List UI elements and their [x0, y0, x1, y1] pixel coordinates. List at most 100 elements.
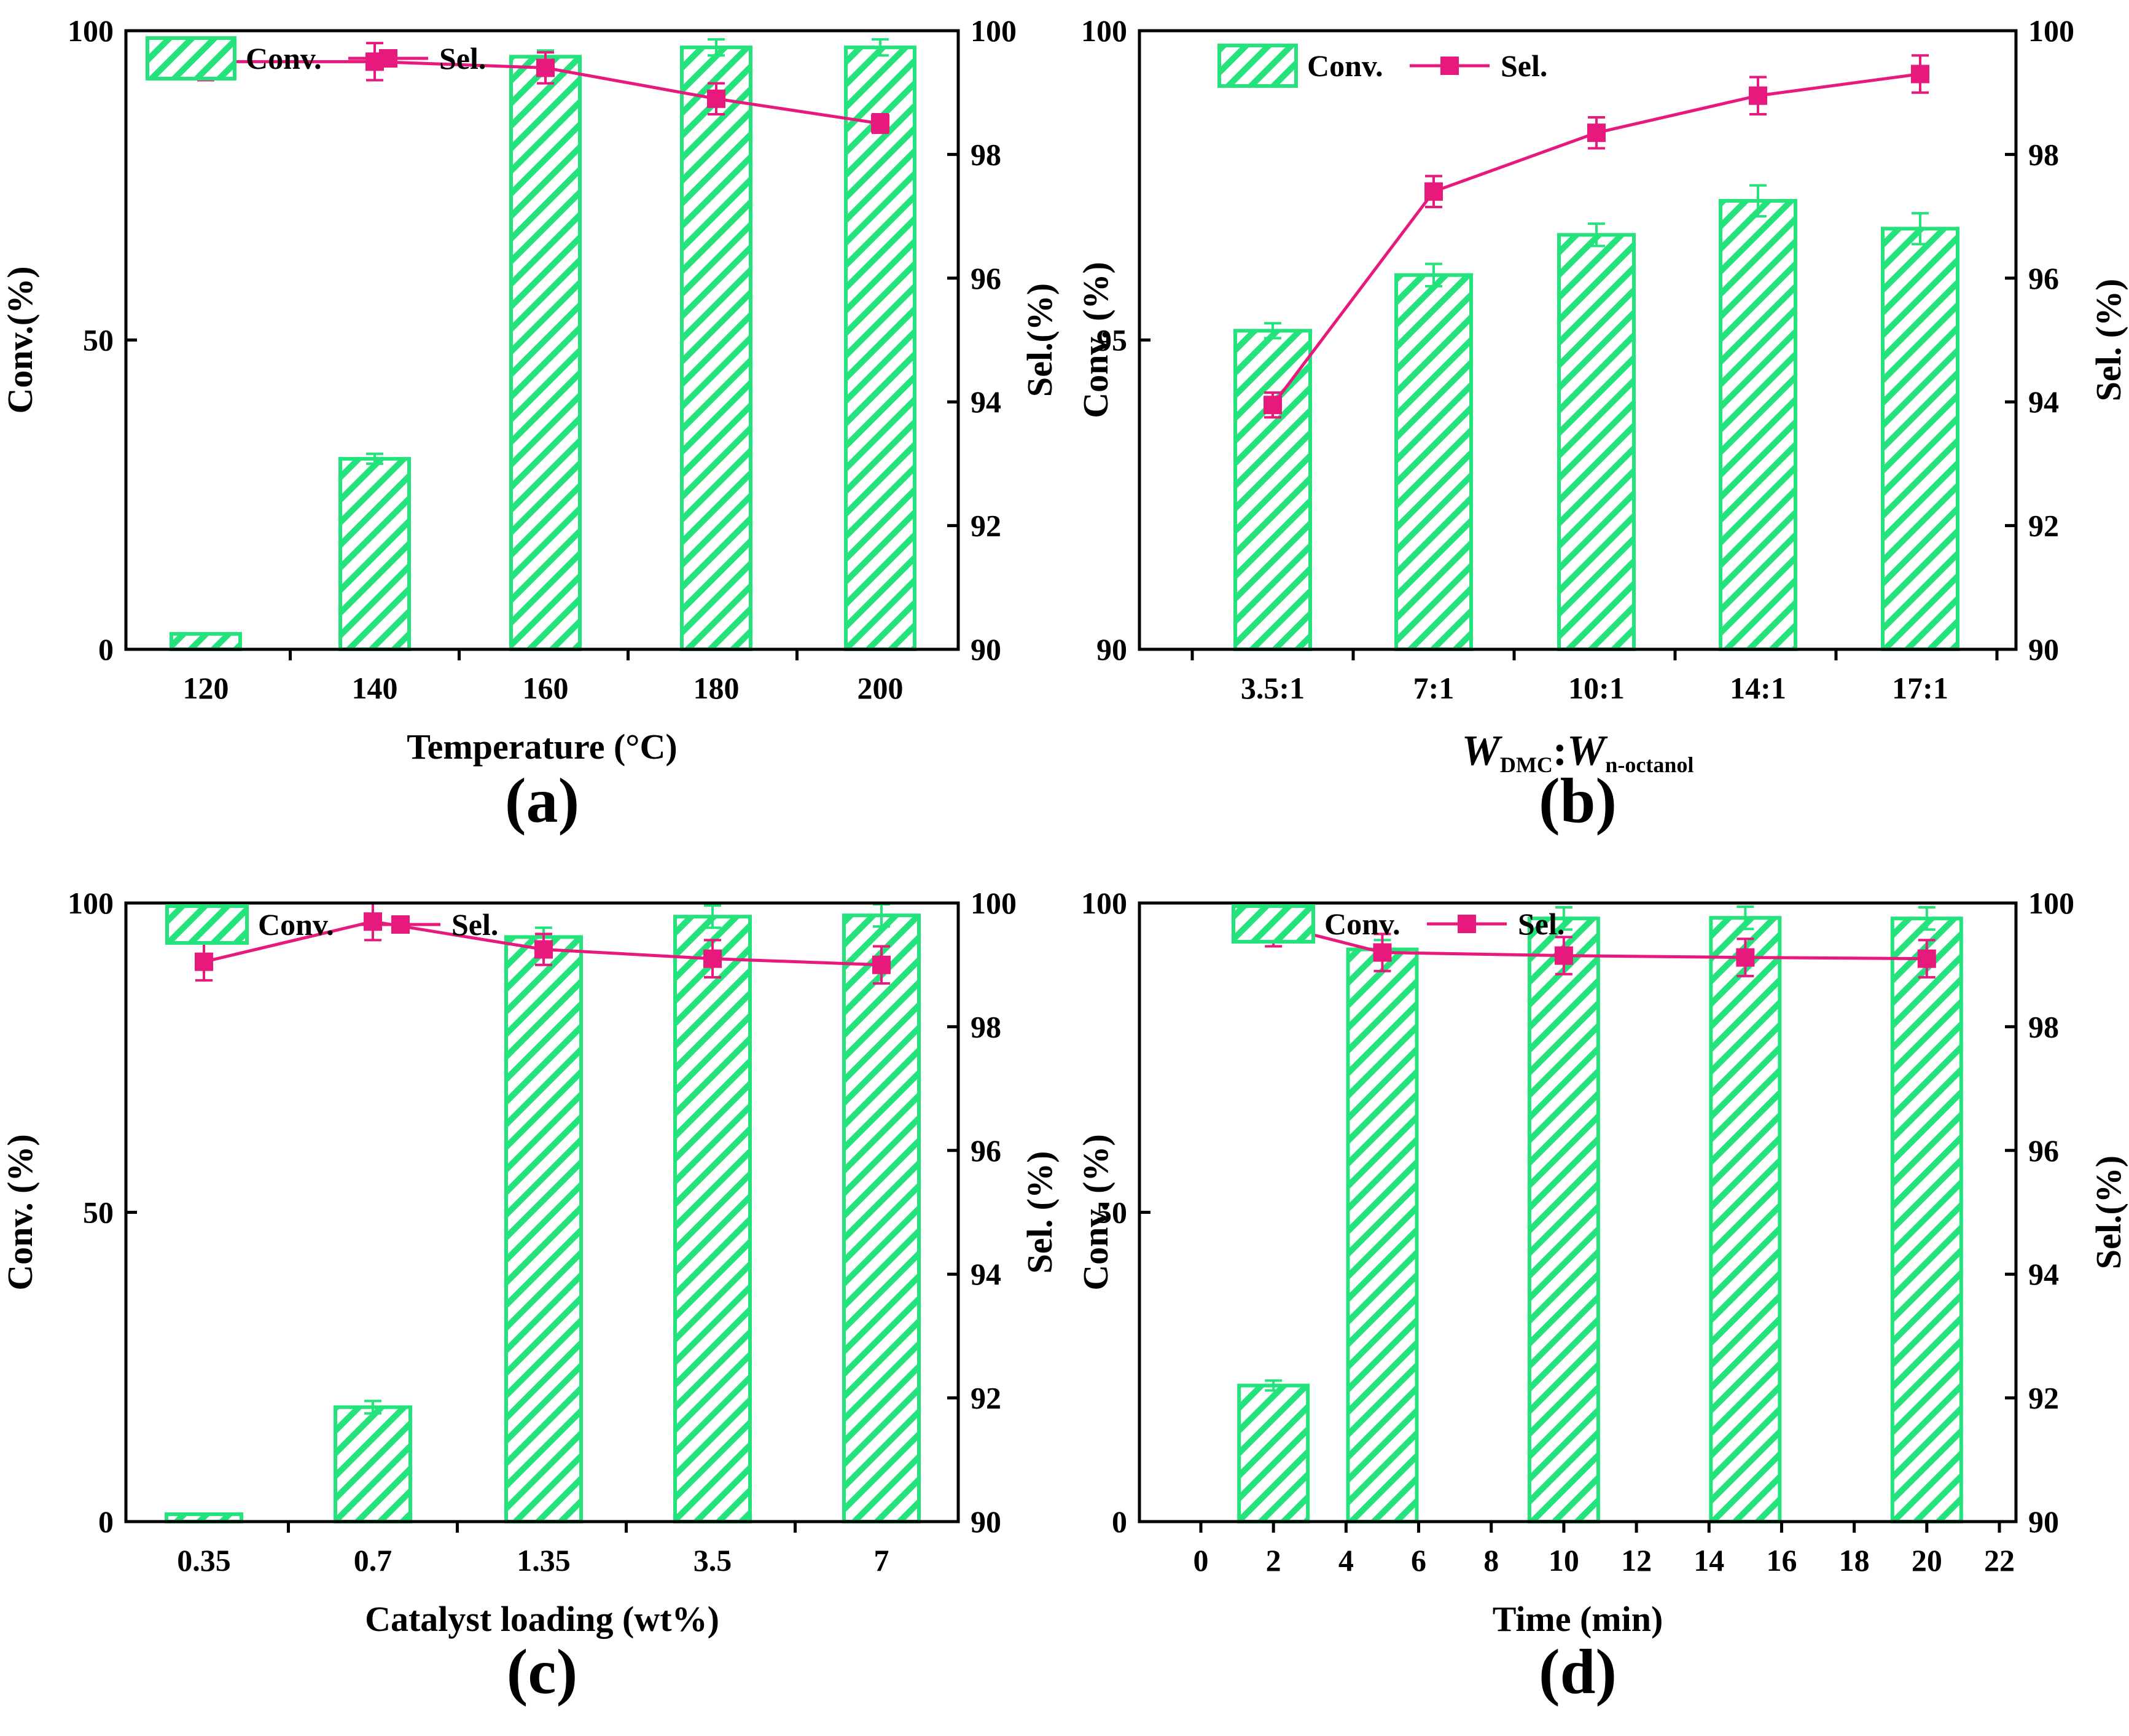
conv-error-bar — [366, 452, 383, 465]
conv-bar — [509, 55, 582, 651]
conv-error-bar — [1555, 906, 1572, 931]
legend-conv-swatch — [165, 904, 249, 945]
y-left-axis-label: Conv. (%) — [0, 1134, 40, 1291]
conv-bar — [1890, 917, 1963, 1524]
y-right-tick-label: 90 — [971, 632, 1001, 667]
y-right-axis-label: Sel. (%) — [2088, 279, 2128, 402]
sel-point — [1373, 943, 1392, 962]
x-tick-label: 10 — [1549, 1543, 1579, 1578]
y-left-tick-label: 100 — [1081, 14, 1127, 48]
y-left-tick-label: 100 — [68, 14, 114, 48]
y-left-tick-label: 100 — [68, 886, 114, 920]
sel-point — [195, 952, 213, 971]
conv-error-bar — [708, 38, 725, 57]
chart-panel-3: 0 50 100 90 92 94 96 98 100 0.35 0.7 1.35 3.5 7 Cataly… — [0, 886, 1060, 1707]
legend-sel-label: Sel. — [451, 907, 498, 942]
y-right-tick-label: 92 — [971, 1381, 1001, 1415]
y-right-tick-label: 90 — [2028, 1504, 2059, 1539]
y-right-axis-label: Sel.(%) — [1020, 283, 1060, 397]
sel-point — [1911, 65, 1929, 84]
x-tick-label: 3.5:1 — [1241, 671, 1305, 705]
legend-sel-marker — [1440, 57, 1459, 75]
panel-label: (b) — [1539, 765, 1617, 836]
conv-bar — [334, 1405, 412, 1524]
y-right-tick-label: 94 — [2028, 385, 2059, 419]
x-tick-label: 120 — [183, 671, 229, 705]
sel-point — [536, 58, 555, 77]
x-tick-label: 8 — [1483, 1543, 1499, 1578]
y-left-axis-label: Conv. (%) — [1076, 1134, 1115, 1291]
conv-bar — [1719, 198, 1797, 651]
x-tick-label: 16 — [1766, 1543, 1797, 1578]
x-tick-label: 18 — [1839, 1543, 1870, 1578]
conv-error-bar — [1918, 906, 1936, 931]
x-tick-label: 0.35 — [177, 1543, 231, 1578]
chart-panel-2: 90 95 100 90 92 94 96 98 100 3.5:1 7:1 10:1 14:1 17:1… — [1076, 14, 2128, 836]
chart-panel-4: 0 50 100 90 92 94 96 98 100 0 2 4 6 8 10 12 14 16 18 20 22 Ti… — [1076, 886, 2128, 1707]
conv-bar — [1237, 1383, 1310, 1523]
conv-bar — [1881, 227, 1959, 651]
panel-label: (d) — [1539, 1636, 1617, 1707]
legend-sel-marker — [1458, 915, 1476, 933]
x-tick-label: 20 — [1912, 1543, 1942, 1578]
sel-point — [1749, 86, 1767, 105]
sel-point — [1736, 948, 1755, 967]
sel-point — [364, 912, 382, 931]
conv-bar — [842, 913, 921, 1523]
conv-bar — [1233, 329, 1312, 651]
sel-point — [871, 114, 889, 133]
sel-point — [872, 955, 891, 974]
x-tick-label: 14 — [1693, 1543, 1724, 1578]
conv-bar — [844, 45, 916, 651]
x-tick-label: 22 — [1984, 1543, 2015, 1578]
conv-error-bar — [872, 38, 889, 57]
x-axis-label: Catalyst loading (wt%) — [365, 1599, 719, 1639]
y-right-tick-label: 96 — [2028, 261, 2059, 295]
conv-bar — [1394, 273, 1473, 651]
legend: Conv. Sel. — [146, 36, 486, 80]
conv-error-bar — [364, 1399, 381, 1415]
x-tick-label: 180 — [693, 671, 740, 705]
x-tick-label: 12 — [1621, 1543, 1652, 1578]
y-right-tick-label: 98 — [971, 1009, 1001, 1044]
y-right-tick-label: 96 — [971, 1133, 1001, 1168]
x-tick-label: 17:1 — [1892, 671, 1948, 705]
panel-label: (c) — [507, 1636, 577, 1707]
y-left-tick-label: 95 — [1096, 323, 1127, 358]
y-right-tick-label: 94 — [971, 385, 1001, 419]
x-tick-label: 7:1 — [1413, 671, 1455, 705]
x-tick-label: 0 — [1193, 1543, 1209, 1578]
y-right-tick-label: 100 — [971, 886, 1017, 920]
conv-bar — [680, 45, 752, 651]
legend-sel-label: Sel. — [1501, 49, 1547, 83]
sel-point — [703, 949, 722, 968]
x-tick-label: 200 — [857, 671, 904, 705]
conv-bar — [1527, 917, 1600, 1524]
y-right-tick-label: 90 — [2028, 632, 2059, 667]
conv-bar — [1557, 233, 1636, 651]
conv-error-bar — [704, 904, 721, 929]
y-left-tick-label: 90 — [1096, 632, 1127, 667]
legend-conv-label: Conv. — [1307, 49, 1383, 83]
y-right-tick-label: 92 — [2028, 1381, 2059, 1415]
legend-sel-label: Sel. — [1518, 907, 1565, 941]
conv-bar — [504, 935, 583, 1523]
y-right-tick-label: 100 — [971, 14, 1017, 48]
legend-conv-swatch — [146, 36, 236, 80]
conv-error-bar — [1736, 905, 1754, 931]
legend: Conv. Sel. — [165, 904, 498, 945]
x-axis-label: Time (min) — [1493, 1599, 1663, 1639]
x-axis-label: Temperature (°C) — [407, 727, 677, 767]
x-tick-label: 0.7 — [354, 1543, 393, 1578]
legend-conv-label: Conv. — [246, 41, 322, 76]
y-right-axis-label: Sel.(%) — [2088, 1155, 2128, 1269]
sel-point — [1554, 946, 1573, 965]
x-label-w2: W — [1567, 727, 1608, 775]
sel-point — [1917, 949, 1936, 968]
sel-point — [1264, 396, 1282, 415]
x-tick-label: 2 — [1266, 1543, 1281, 1578]
y-right-tick-label: 94 — [971, 1257, 1001, 1291]
x-axis-label: WDMC:Wn-octanol — [1462, 727, 1694, 777]
y-right-tick-label: 96 — [971, 261, 1001, 295]
